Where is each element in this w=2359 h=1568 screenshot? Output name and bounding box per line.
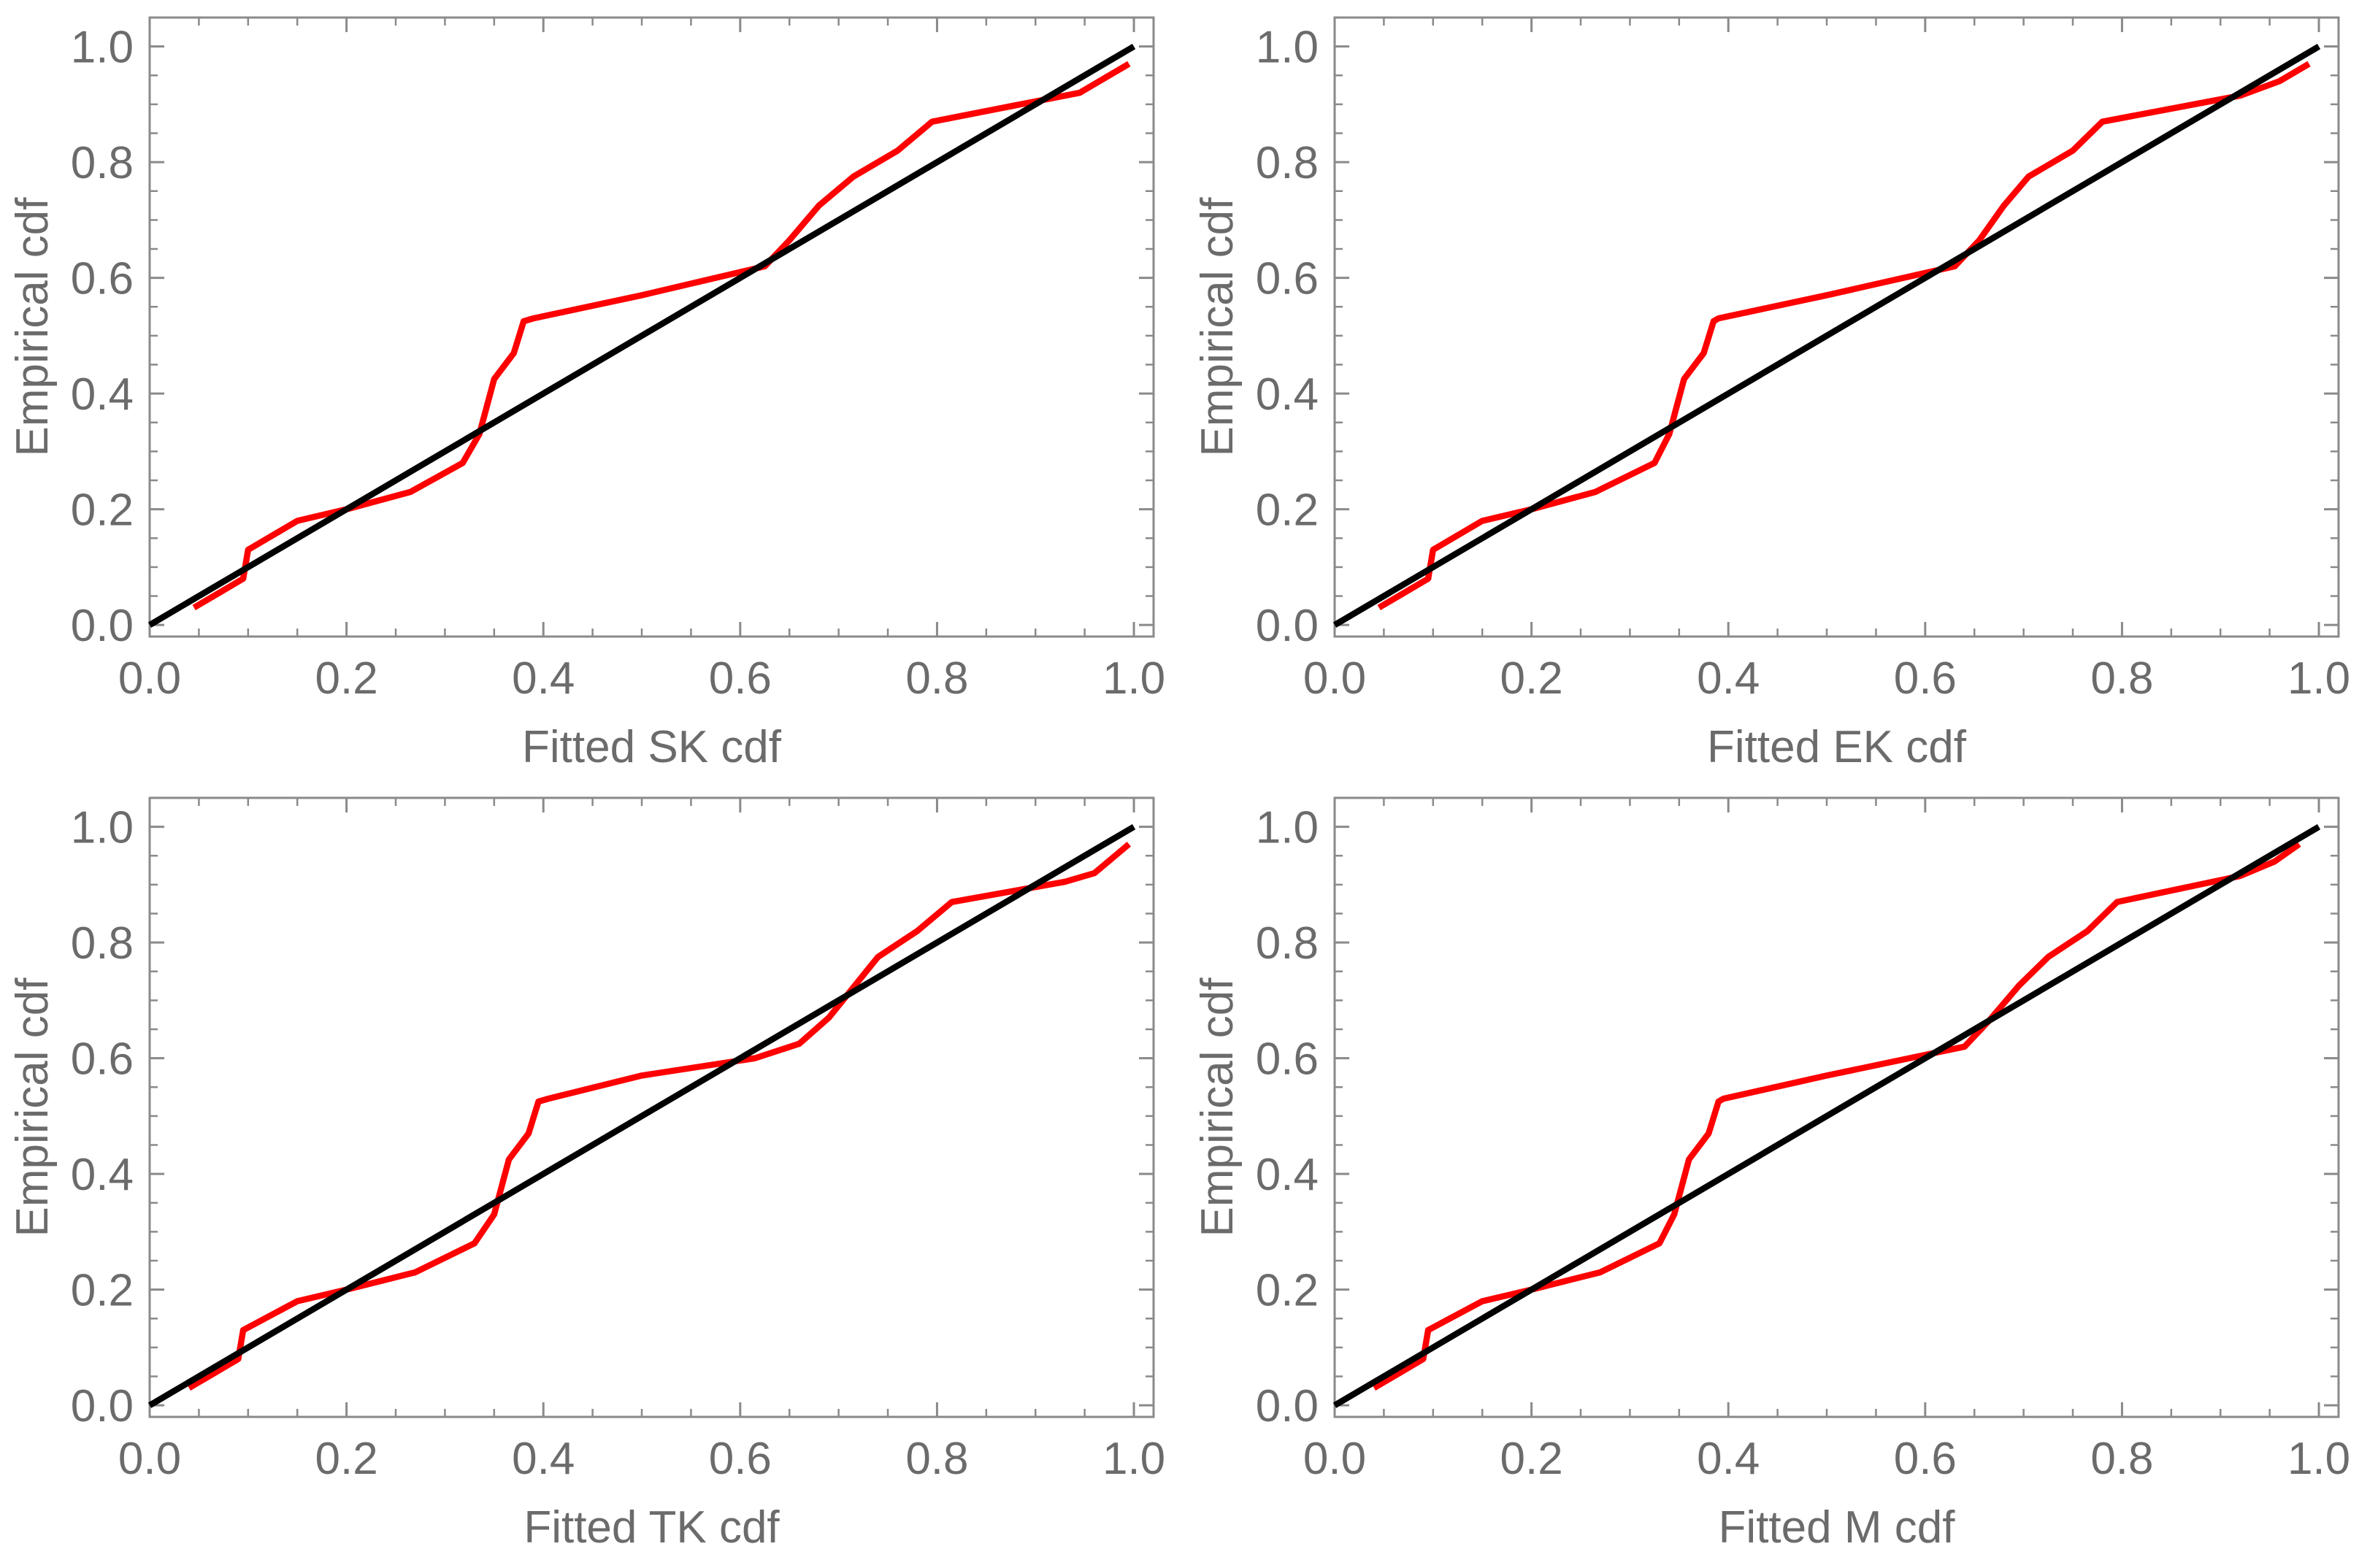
x-tick-label: 1.0 [1102,1434,1165,1484]
x-tick-label: 0.2 [1500,1434,1563,1484]
x-tick-label: 0.6 [1894,1434,1957,1484]
y-tick-label: 0.0 [1256,1381,1319,1431]
empirical-cdf-line [192,61,1131,611]
x-axis-label: Fitted TK cdf [523,1502,780,1553]
y-tick-label: 0.2 [1256,1266,1319,1316]
plot-frame [148,16,1155,638]
reference-diagonal-line [147,43,1136,628]
panel-2: 0.00.0 0.2 0.2 0.4 0.4 0.6 0.6 0.8 0.8 1.0 1.0 Fitt… [1192,16,2350,772]
panel-1: 0.00.0 0.2 0.2 0.4 0.4 0.6 0.6 0.8 0.8 1.0 1.0 Fitt… [7,16,1165,772]
y-axis-label: Empirical cdf [1192,197,1243,457]
y-axis-label: Empirical cdf [1192,977,1243,1237]
y-tick-label: 0.2 [71,1266,134,1316]
x-tick-label: 0.6 [709,653,772,704]
empirical-cdf-line [1377,61,2311,611]
y-tick-label: 1.0 [71,23,134,73]
y-tick-label: 0.8 [71,138,134,188]
x-tick-label: 0.0 [118,653,181,704]
x-tick-label: 1.0 [1102,653,1165,704]
plot-frame [1333,796,2340,1418]
y-tick-label: 0.4 [1256,369,1319,420]
y-tick-label: 1.0 [71,803,134,853]
x-tick-label: 0.0 [118,1434,181,1484]
empirical-cdf-line [1372,841,2301,1391]
plot-frame [148,796,1155,1418]
y-tick-label: 0.8 [71,918,134,969]
y-tick-label: 1.0 [1256,23,1319,73]
y-tick-label: 0.4 [1256,1150,1319,1200]
x-tick-label: 0.4 [1697,1434,1760,1484]
plot-frame [1333,16,2340,638]
x-tick-label: 0.4 [1697,653,1760,704]
y-tick-label: 0.2 [1256,485,1319,536]
reference-diagonal-line [1332,43,2321,628]
x-tick-label: 0.2 [315,1434,378,1484]
x-tick-label: 1.0 [2287,1434,2350,1484]
x-tick-label: 0.8 [2090,653,2153,704]
y-tick-label: 0.8 [1256,918,1319,969]
y-tick-label: 0.6 [1256,1034,1319,1085]
x-axis-label: Fitted SK cdf [522,722,782,772]
y-tick-label: 0.2 [71,485,134,536]
y-tick-label: 0.0 [1256,601,1319,651]
y-axis-label: Empirical cdf [7,977,58,1237]
y-tick-label: 0.0 [71,1381,134,1431]
panel-3: 0.00.0 0.2 0.2 0.4 0.4 0.6 0.6 0.8 0.8 1.0 1.0 Fitt… [7,796,1165,1553]
y-tick-label: 1.0 [1256,803,1319,853]
y-tick-label: 0.6 [71,1034,134,1085]
y-tick-label: 0.0 [71,601,134,651]
x-tick-label: 0.8 [2090,1434,2153,1484]
panel-4: 0.00.0 0.2 0.2 0.4 0.4 0.6 0.6 0.8 0.8 1.0 1.0 Fitt… [1192,796,2350,1553]
reference-diagonal-line [1332,823,2321,1408]
empirical-cdf-line [187,842,1132,1391]
y-tick-label: 0.4 [71,1150,134,1200]
x-tick-label: 0.0 [1303,653,1366,704]
x-tick-label: 0.4 [512,1434,575,1484]
y-tick-label: 0.4 [71,369,134,420]
y-tick-label: 0.6 [1256,254,1319,304]
y-tick-label: 0.8 [1256,138,1319,188]
y-tick-label: 0.6 [71,254,134,304]
x-tick-label: 0.8 [905,1434,968,1484]
x-tick-label: 0.4 [512,653,575,704]
reference-diagonal-line [147,823,1136,1408]
x-axis-label: Fitted M cdf [1719,1502,1956,1553]
x-tick-label: 0.6 [709,1434,772,1484]
x-tick-label: 0.8 [905,653,968,704]
x-tick-label: 1.0 [2287,653,2350,704]
y-axis-label: Empirical cdf [7,197,58,457]
x-tick-label: 0.2 [1500,653,1563,704]
x-tick-label: 0.0 [1303,1434,1366,1484]
x-tick-label: 0.2 [315,653,378,704]
x-tick-label: 0.6 [1894,653,1957,704]
x-axis-label: Fitted EK cdf [1707,722,1967,772]
